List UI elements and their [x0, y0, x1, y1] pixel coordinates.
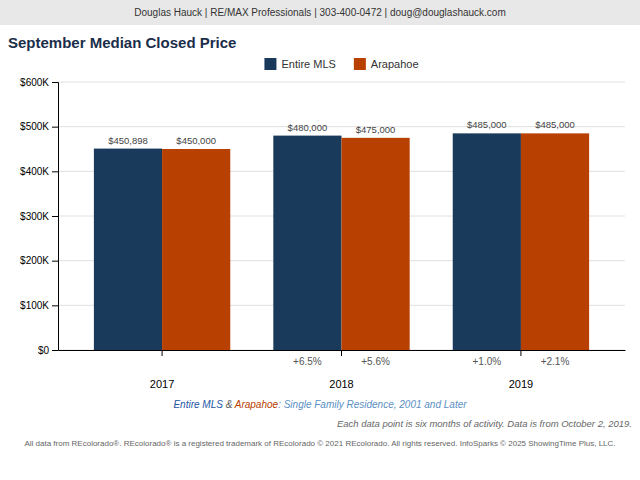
y-tick: $600K — [20, 77, 58, 88]
bar — [94, 149, 162, 350]
caption-part: & — [223, 399, 235, 410]
change-label: +2.1% — [541, 356, 570, 367]
y-axis: $0 $100K $200K $300K $400K $500K $600K — [20, 77, 58, 356]
y-tick: $0 — [38, 345, 58, 356]
title: September Median Closed Price — [8, 34, 236, 51]
y-tick-mark — [52, 127, 58, 128]
x-tick: 2018 — [329, 350, 353, 390]
y-tick-label: $300K — [20, 211, 49, 222]
y-tick-mark — [52, 171, 58, 172]
y-tick-label: $0 — [38, 345, 50, 356]
legend-swatch — [264, 58, 276, 70]
y-tick: $300K — [20, 211, 58, 222]
header-bar — [0, 0, 640, 25]
bar — [273, 136, 341, 350]
data-label: $485,000 — [467, 119, 507, 130]
disclaimer: All data from REcolorado®. REcolorado® i… — [24, 439, 615, 448]
x-tick-mark — [341, 350, 342, 356]
bar — [342, 138, 410, 350]
data-label: $475,000 — [356, 124, 396, 135]
x-tick-mark — [162, 350, 163, 356]
x-tick-mark — [520, 350, 521, 356]
bar — [453, 133, 521, 350]
x-tick-label: 2017 — [150, 378, 174, 390]
labels: $450,898 $480,000 $485,000 +6.5% +1.0% $450,0… — [108, 119, 575, 367]
y-tick-label: $600K — [20, 77, 49, 88]
caption-part: Arapahoe — [234, 399, 279, 410]
legend-swatch — [354, 58, 366, 70]
plot: $0 $100K $200K $300K $400K $500K $600K 2017 2018… — [20, 77, 625, 390]
change-label: +6.5% — [293, 356, 322, 367]
caption-part: Entire MLS — [173, 399, 223, 410]
change-label: +1.0% — [473, 356, 502, 367]
y-tick: $500K — [20, 121, 58, 132]
legend: Entire MLS Arapahoe — [264, 58, 418, 70]
x-axis: 2017 2018 2019 — [59, 350, 626, 390]
bar — [521, 133, 589, 350]
bars — [94, 133, 589, 350]
y-tick: $400K — [20, 166, 58, 177]
data-label: $480,000 — [288, 122, 328, 133]
y-tick-mark — [52, 350, 58, 351]
legend-item: Arapahoe — [354, 58, 419, 70]
y-tick-label: $200K — [20, 255, 49, 266]
y-tick-mark — [52, 82, 58, 83]
y-tick-mark — [52, 305, 58, 306]
y-tick-label: $100K — [20, 300, 49, 311]
data-label: $485,000 — [535, 119, 575, 130]
y-tick: $200K — [20, 255, 58, 266]
header-text: Douglas Hauck | RE/MAX Professionals | 3… — [134, 7, 505, 18]
y-axis-line — [52, 83, 59, 351]
x-tick: 2017 — [150, 350, 174, 390]
caption: Entire MLS & Arapahoe: Single Family Res… — [173, 399, 467, 410]
x-tick: 2019 — [509, 350, 533, 390]
change-label: +5.6% — [361, 356, 390, 367]
caption-part: : Single Family Residence, 2001 and Late… — [278, 399, 467, 410]
data-label: $450,000 — [176, 135, 216, 146]
grid — [58, 82, 625, 350]
y-tick-mark — [52, 261, 58, 262]
x-tick-label: 2018 — [329, 378, 353, 390]
y-tick: $100K — [20, 300, 58, 311]
y-tick-label: $400K — [20, 166, 49, 177]
y-tick-mark — [52, 216, 58, 217]
y-tick-label: $500K — [20, 121, 49, 132]
note: Each data point is six months of activit… — [337, 418, 632, 429]
data-label: $450,898 — [108, 135, 148, 146]
legend-label: Arapahoe — [371, 58, 419, 70]
bar — [162, 149, 230, 350]
grid-line — [58, 82, 625, 83]
legend-item: Entire MLS — [264, 58, 335, 70]
legend-label: Entire MLS — [281, 58, 335, 70]
x-tick-label: 2019 — [509, 378, 533, 390]
chart: Douglas Hauck | RE/MAX Professionals | 3… — [0, 0, 640, 480]
